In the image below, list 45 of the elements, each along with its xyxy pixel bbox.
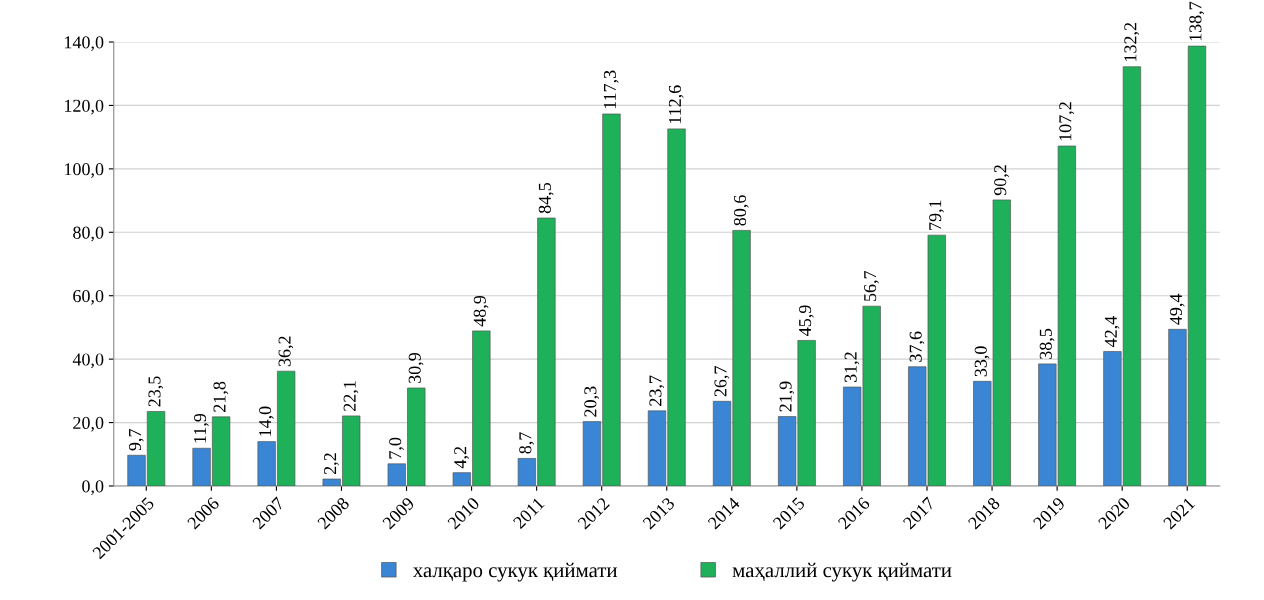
data-label: 36,2 [278, 336, 294, 367]
data-label: 33,0 [974, 346, 990, 377]
data-label: 45,9 [799, 305, 814, 336]
data-label: 21,9 [779, 381, 795, 412]
data-label: 84,5 [538, 182, 554, 214]
data-label: 56,7 [864, 270, 879, 301]
y-tick-label: 100,0 [65, 163, 104, 178]
data-label: 132,2 [1124, 22, 1140, 61]
legend-label: халқаро сукук қиймати [412, 562, 618, 582]
data-label: 80,6 [733, 195, 749, 226]
data-label: 7,0 [389, 437, 404, 459]
data-label: 8,7 [519, 432, 534, 454]
data-label: 21,8 [213, 381, 229, 412]
data-label: 90,2 [994, 165, 1009, 196]
data-label: 138,7 [1189, 1, 1205, 41]
data-label: 11,9 [193, 413, 209, 443]
data-label: 23,5 [148, 376, 164, 407]
data-label: 79,1 [929, 200, 944, 230]
y-tick-label: 80,0 [73, 226, 104, 242]
data-label: 107,2 [1059, 102, 1074, 141]
data-label: 48,9 [473, 295, 489, 327]
data-label: 117,3 [603, 70, 619, 109]
y-tick-label: 140,0 [65, 36, 104, 52]
data-label: 2,2 [324, 453, 339, 475]
data-label: 20,3 [584, 386, 600, 417]
data-label: 49,4 [1169, 293, 1185, 325]
data-label: 30,9 [408, 352, 424, 383]
y-tick-label: 20,0 [73, 416, 104, 432]
data-label: 26,7 [714, 366, 730, 397]
legend-label: маҳаллий сукук қиймати [732, 562, 952, 582]
data-label: 31,2 [844, 352, 860, 383]
data-label: 112,6 [668, 85, 684, 124]
data-label: 38,5 [1039, 328, 1055, 359]
y-tick-label: 120,0 [65, 99, 104, 115]
y-tick-label: 40,0 [72, 353, 104, 369]
data-label: 9,7 [128, 429, 144, 451]
y-tick-label: 0,0 [82, 480, 104, 496]
data-label: 23,7 [649, 375, 665, 406]
data-label: 4,2 [454, 446, 469, 469]
y-tick-label: 60,0 [73, 289, 104, 305]
data-label: 37,6 [909, 331, 925, 362]
x-tick-label: 2011 [512, 496, 545, 530]
data-label: 22,1 [343, 381, 359, 411]
data-label: 42,4 [1104, 316, 1120, 348]
data-label: 14,0 [258, 406, 274, 436]
